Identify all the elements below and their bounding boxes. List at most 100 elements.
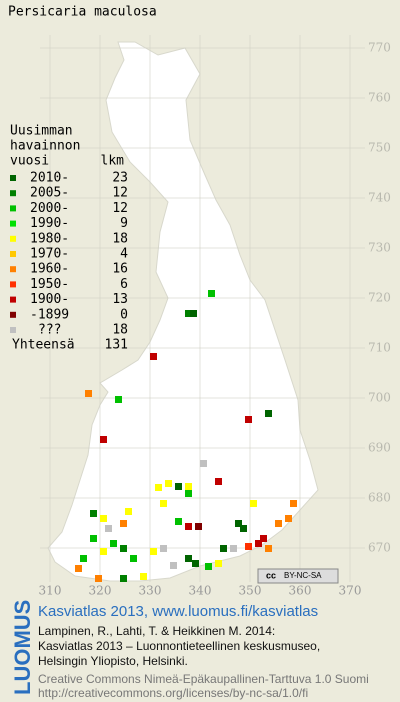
occurrence-square [290, 500, 297, 507]
legend-swatch [10, 281, 16, 288]
legend-total-label: Yhteensä [12, 338, 75, 353]
occurrence-square [208, 290, 215, 297]
legend-heading: Uusimman [10, 124, 73, 139]
legend-swatch [10, 266, 16, 273]
occurrence-square [185, 555, 192, 562]
x-grid-label: 360 [289, 584, 312, 598]
occurrence-square [120, 575, 127, 582]
y-grid-label: 700 [368, 391, 391, 405]
occurrence-square [240, 525, 247, 532]
occurrence-square [100, 548, 107, 555]
occurrence-square [115, 396, 122, 403]
occurrence-square [265, 545, 272, 552]
x-grid-label: 320 [89, 584, 112, 598]
y-grid-label: 690 [368, 441, 391, 455]
legend-label: ??? [38, 323, 61, 338]
occurrence-square [215, 560, 222, 567]
occurrence-square [155, 484, 162, 491]
occurrence-square [80, 555, 87, 562]
x-grid-label: 370 [339, 584, 362, 598]
legend-count: 0 [120, 307, 128, 322]
x-grid-label: 340 [189, 584, 212, 598]
occurrence-square [165, 480, 172, 487]
y-grid-label: 710 [368, 341, 391, 355]
y-grid-label: 730 [368, 241, 391, 255]
occurrence-square [265, 410, 272, 417]
occurrence-square [220, 545, 227, 552]
occurrence-square [90, 510, 97, 517]
occurrence-square [185, 310, 192, 317]
credits-link: Kasviatlas 2013, www.luomus.fi/kasviatla… [38, 603, 318, 620]
occurrence-square [125, 508, 132, 515]
legend-label: 1900- [30, 292, 69, 307]
legend-label: 1990- [30, 216, 69, 231]
y-grid-label: 750 [368, 141, 391, 155]
occurrence-square [160, 500, 167, 507]
legend-label: 2005- [30, 186, 69, 201]
occurrence-square [190, 310, 197, 317]
license-line: Creative Commons Nimeä-Epäkaupallinen-Ta… [38, 672, 369, 686]
legend-swatch [10, 235, 16, 242]
occurrence-square [130, 555, 137, 562]
occurrence-square [230, 545, 237, 552]
occurrence-square [185, 490, 192, 497]
legend-count: 12 [112, 201, 128, 216]
occurrence-square [110, 540, 117, 547]
legend-swatch [10, 175, 16, 181]
occurrence-square [185, 483, 192, 490]
badge-terms: BY-NC-SA [284, 571, 322, 580]
license-badge [257, 568, 339, 584]
logo: LUOMUS [10, 600, 35, 695]
legend-heading: vuosi [10, 154, 49, 169]
x-grid-label: 350 [239, 584, 262, 598]
credits: Lampinen, R., Lahti, T. & Heikkinen M. 2… [38, 624, 369, 700]
occurrence-square [100, 436, 107, 443]
y-grid-label: 760 [368, 91, 391, 105]
occurrence-square [105, 525, 112, 532]
legend-count: 4 [120, 247, 128, 262]
occurrence-square [275, 520, 282, 527]
legend-label: 1950- [30, 277, 69, 292]
legend-swatch [10, 220, 16, 227]
occurrence-square [150, 353, 157, 360]
occurrences [75, 290, 297, 582]
occurrence-square [200, 460, 207, 467]
credit-line: Kasviatlas 2013 – Luonnontieteellinen ke… [38, 639, 320, 653]
map-title: Persicaria maculosa [8, 5, 157, 20]
occurrence-square [95, 575, 102, 582]
legend-heading: havainnon [10, 139, 80, 154]
occurrence-square [205, 563, 212, 570]
legend-count: 6 [120, 277, 128, 292]
occurrence-square [215, 478, 222, 485]
legend-count: 12 [112, 186, 128, 201]
license-line: http://creativecommons.org/licenses/by-n… [38, 686, 308, 700]
legend-swatch [10, 190, 16, 197]
legend-swatch [10, 251, 16, 257]
occurrence-square [150, 548, 157, 555]
x-grid-label: 330 [139, 584, 162, 598]
occurrence-square [170, 562, 177, 569]
occurrence-square [192, 560, 199, 567]
legend-label: 1960- [30, 262, 69, 277]
y-grid-label: 670 [368, 541, 391, 555]
legend-label: 2000- [30, 201, 69, 216]
occurrence-square [235, 520, 242, 527]
legend-swatch [10, 327, 16, 333]
occurrence-square [100, 515, 107, 522]
occurrence-square [255, 540, 262, 547]
legend-label: 1980- [30, 231, 69, 246]
legend-swatch [10, 296, 16, 303]
occurrence-square [140, 573, 147, 580]
occurrence-square [250, 500, 257, 507]
legend-total: 131 [105, 338, 128, 353]
legend-count: 9 [120, 216, 128, 231]
legend-count: 16 [112, 262, 128, 277]
legend-label: 1970- [30, 247, 69, 262]
credit-line: Helsingin Yliopisto, Helsinki. [38, 654, 188, 668]
legend-count: 18 [112, 231, 128, 246]
y-grid-label: 680 [368, 491, 391, 505]
legend-count: 23 [112, 171, 128, 186]
